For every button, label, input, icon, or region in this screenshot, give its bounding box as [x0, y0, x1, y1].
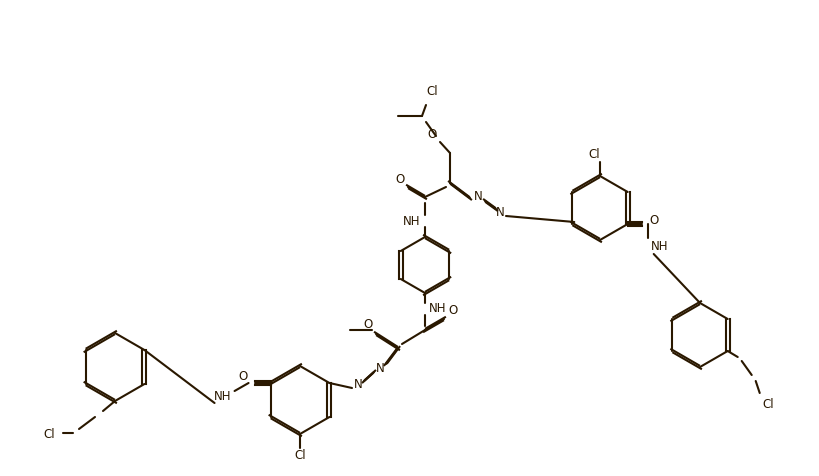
Text: NH: NH	[428, 303, 446, 316]
Text: N: N	[495, 206, 504, 218]
Text: O: O	[363, 317, 372, 330]
Text: Cl: Cl	[761, 398, 772, 411]
Text: Cl: Cl	[426, 85, 437, 98]
Text: O: O	[448, 305, 457, 317]
Text: O: O	[649, 214, 658, 227]
Text: Cl: Cl	[43, 428, 55, 442]
Text: NH: NH	[403, 215, 420, 228]
Text: N: N	[353, 377, 362, 390]
Text: NH: NH	[650, 239, 667, 252]
Text: N: N	[375, 361, 384, 375]
Text: O: O	[427, 128, 436, 140]
Text: Cl: Cl	[294, 449, 305, 463]
Text: O: O	[395, 172, 404, 186]
Text: NH: NH	[214, 390, 231, 404]
Text: Cl: Cl	[587, 148, 599, 160]
Text: N: N	[473, 189, 482, 202]
Text: O: O	[238, 370, 247, 384]
